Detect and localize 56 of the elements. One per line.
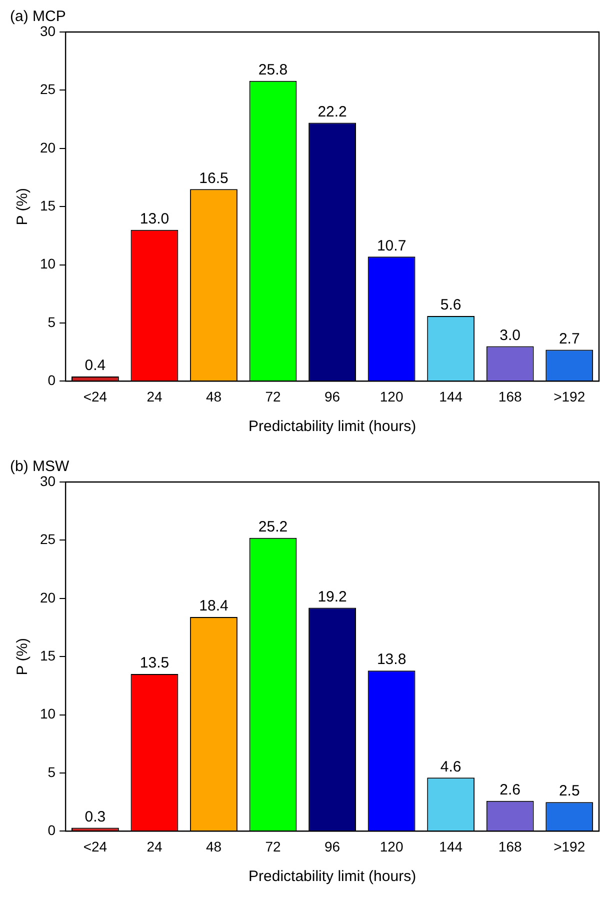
x-tick-label: 24	[146, 388, 162, 404]
data-label: 18.4	[199, 598, 228, 615]
x-tick-label: 72	[265, 388, 282, 404]
y-tick-label: 20	[40, 589, 56, 606]
x-tick-label: 168	[498, 388, 522, 404]
y-tick-label: 10	[40, 256, 56, 272]
data-label: 19.2	[318, 588, 347, 606]
x-tick-label: <24	[83, 838, 108, 854]
chart-title: (b) MSW	[10, 458, 70, 476]
y-tick-label: 10	[40, 706, 56, 722]
x-tick-label: 144	[439, 838, 463, 854]
y-tick-label: 0	[48, 372, 56, 388]
x-axis-title: Predictability limit (hours)	[248, 868, 416, 886]
x-tick-label: 120	[380, 388, 404, 404]
data-label: 2.6	[500, 782, 521, 799]
data-label: 13.5	[140, 654, 170, 672]
data-label: 5.6	[440, 296, 462, 314]
data-label: 25.2	[258, 518, 288, 536]
data-label: 4.6	[440, 758, 462, 776]
y-tick-label: 30	[40, 472, 56, 489]
data-label: 2.7	[558, 330, 580, 348]
y-axis-title: P (%)	[14, 638, 32, 676]
data-label: 13.0	[140, 210, 170, 228]
x-tick-label: 144	[439, 388, 463, 404]
data-label: 3.0	[500, 326, 521, 344]
y-tick-label: 15	[40, 197, 56, 214]
y-tick-label: 30	[40, 22, 56, 39]
x-tick-label: >192	[554, 388, 586, 404]
x-tick-label: 120	[380, 838, 404, 854]
x-tick-label: <24	[83, 388, 108, 404]
data-label: 25.8	[258, 62, 288, 79]
x-tick-label: 24	[146, 838, 162, 854]
data-label: 0.4	[84, 357, 106, 374]
x-tick-label: 96	[324, 388, 340, 404]
data-label: 2.5	[558, 782, 580, 800]
chart-title: (a) MCP	[10, 8, 66, 26]
y-tick-label: 0	[48, 822, 56, 838]
x-tick-label: 48	[206, 838, 222, 854]
y-axis-title: P (%)	[14, 188, 32, 226]
x-axis-title: Predictability limit (hours)	[248, 418, 416, 436]
x-tick-label: 96	[324, 838, 340, 854]
data-label: 22.2	[318, 103, 347, 120]
y-tick-label: 5	[48, 764, 56, 780]
y-tick-label: 25	[40, 81, 56, 98]
y-tick-label: 5	[48, 314, 56, 330]
y-tick-label: 25	[40, 531, 56, 548]
x-tick-label: >192	[554, 838, 586, 854]
data-label: 10.7	[376, 237, 406, 254]
x-tick-label: 72	[265, 838, 282, 854]
y-tick-label: 20	[40, 139, 56, 156]
data-label: 13.8	[376, 651, 406, 668]
x-tick-label: 168	[498, 838, 522, 854]
x-tick-label: 48	[206, 388, 222, 404]
data-label: 16.5	[199, 170, 228, 187]
y-tick-label: 15	[40, 647, 56, 664]
data-label: 0.3	[84, 808, 106, 826]
